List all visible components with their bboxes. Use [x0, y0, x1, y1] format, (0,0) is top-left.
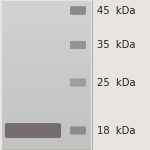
FancyBboxPatch shape — [2, 2, 90, 148]
FancyBboxPatch shape — [5, 123, 61, 138]
Text: 25  kDa: 25 kDa — [97, 78, 135, 87]
Text: 18  kDa: 18 kDa — [97, 126, 135, 135]
FancyBboxPatch shape — [70, 126, 86, 135]
FancyBboxPatch shape — [70, 6, 86, 15]
Text: 45  kDa: 45 kDa — [97, 6, 135, 15]
Text: 35  kDa: 35 kDa — [97, 40, 135, 50]
FancyBboxPatch shape — [70, 41, 86, 49]
FancyBboxPatch shape — [70, 78, 86, 87]
